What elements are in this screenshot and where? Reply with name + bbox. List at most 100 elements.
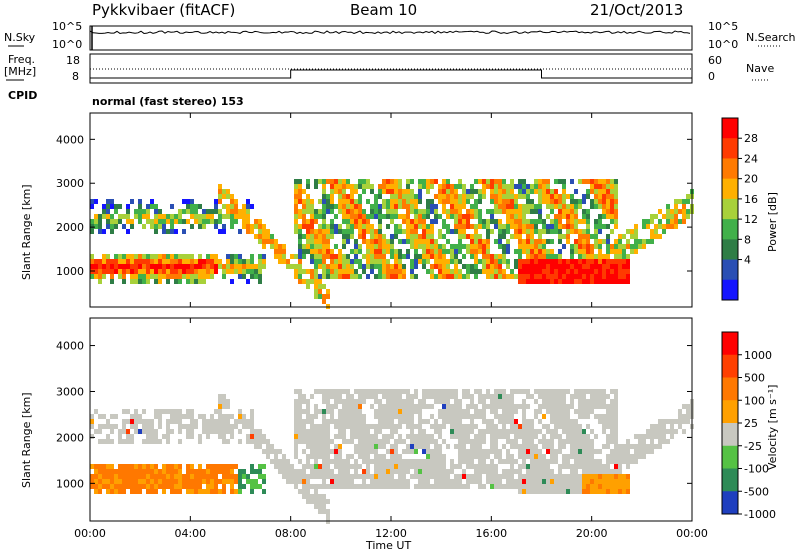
heat-cell (614, 469, 618, 474)
heat-cell (450, 464, 454, 469)
heat-cell (566, 209, 570, 214)
heat-cell (370, 434, 374, 439)
heat-cell (298, 474, 302, 479)
heat-cell (498, 419, 502, 424)
heat-cell (258, 259, 262, 264)
heat-cell (486, 259, 490, 264)
heat-cell (370, 239, 374, 244)
heat-cell (598, 184, 602, 189)
heat-cell (406, 194, 410, 199)
heat-cell (414, 194, 418, 199)
heat-cell (546, 404, 550, 409)
heat-cell (502, 429, 506, 434)
velocity-colorbar-tick-label: 100 (744, 394, 765, 407)
heat-cell (606, 249, 610, 254)
heat-cell (138, 269, 142, 274)
heat-cell (502, 399, 506, 404)
heat-cell (266, 239, 270, 244)
heat-cell (110, 429, 114, 434)
heat-cell (334, 449, 338, 454)
heat-cell (414, 264, 418, 269)
heat-cell (490, 199, 494, 204)
heat-cell (450, 189, 454, 194)
heat-cell (582, 409, 586, 414)
heat-cell (450, 244, 454, 249)
heat-cell (678, 424, 682, 429)
heat-cell (562, 464, 566, 469)
heat-cell (462, 439, 466, 444)
heat-cell (250, 414, 254, 419)
heat-cell (362, 434, 366, 439)
heat-cell (222, 404, 226, 409)
heat-cell (298, 399, 302, 404)
heat-cell (250, 439, 254, 444)
heat-cell (582, 399, 586, 404)
heat-cell (414, 199, 418, 204)
heat-cell (298, 214, 302, 219)
heat-cell (134, 274, 138, 279)
heat-cell (578, 179, 582, 184)
heat-cell (482, 414, 486, 419)
heat-cell (378, 234, 382, 239)
heat-cell (530, 239, 534, 244)
heat-cell (434, 244, 438, 249)
heat-cell (314, 249, 318, 254)
heat-cell (374, 244, 378, 249)
heat-cell (526, 474, 530, 479)
heat-cell (122, 429, 126, 434)
heat-cell (466, 429, 470, 434)
heat-cell (242, 419, 246, 424)
heat-cell (118, 484, 122, 489)
heat-cell (158, 479, 162, 484)
heat-cell (438, 454, 442, 459)
heat-cell (382, 414, 386, 419)
heat-cell (226, 399, 230, 404)
heat-cell (138, 279, 142, 284)
heat-cell (426, 474, 430, 479)
heat-cell (406, 409, 410, 414)
heat-cell (550, 439, 554, 444)
heat-cell (534, 184, 538, 189)
heat-cell (126, 254, 130, 259)
heat-cell (338, 484, 342, 489)
heat-cell (106, 264, 110, 269)
heat-cell (562, 474, 566, 479)
heat-cell (590, 484, 594, 489)
heat-cell (310, 274, 314, 279)
power-colorbar-frame (721, 117, 739, 301)
heat-cell (510, 474, 514, 479)
heat-cell (258, 484, 262, 489)
heat-cell (206, 469, 210, 474)
heat-cell (430, 234, 434, 239)
heat-cell (126, 259, 130, 264)
heat-cell (522, 184, 526, 189)
heat-cell (642, 219, 646, 224)
heat-cell (338, 444, 342, 449)
heat-cell (546, 229, 550, 234)
heat-cell (350, 429, 354, 434)
heat-cell (202, 209, 206, 214)
heat-cell (302, 189, 306, 194)
heat-cell (634, 434, 638, 439)
heat-cell (578, 404, 582, 409)
heat-cell (430, 269, 434, 274)
heat-cell (610, 434, 614, 439)
heat-cell (662, 419, 666, 424)
heat-cell (542, 404, 546, 409)
heat-cell (474, 189, 478, 194)
heat-cell (130, 424, 134, 429)
heat-cell (314, 209, 318, 214)
heat-cell (398, 464, 402, 469)
heat-cell (190, 489, 194, 494)
heat-cell (362, 234, 366, 239)
heat-cell (626, 264, 630, 269)
heat-cell (582, 234, 586, 239)
heat-cell (606, 189, 610, 194)
heat-cell (474, 234, 478, 239)
heat-cell (626, 489, 630, 494)
heat-cell (318, 239, 322, 244)
heat-cell (630, 244, 634, 249)
heat-cell (582, 254, 586, 259)
heat-cell (502, 204, 506, 209)
heat-cell (402, 449, 406, 454)
